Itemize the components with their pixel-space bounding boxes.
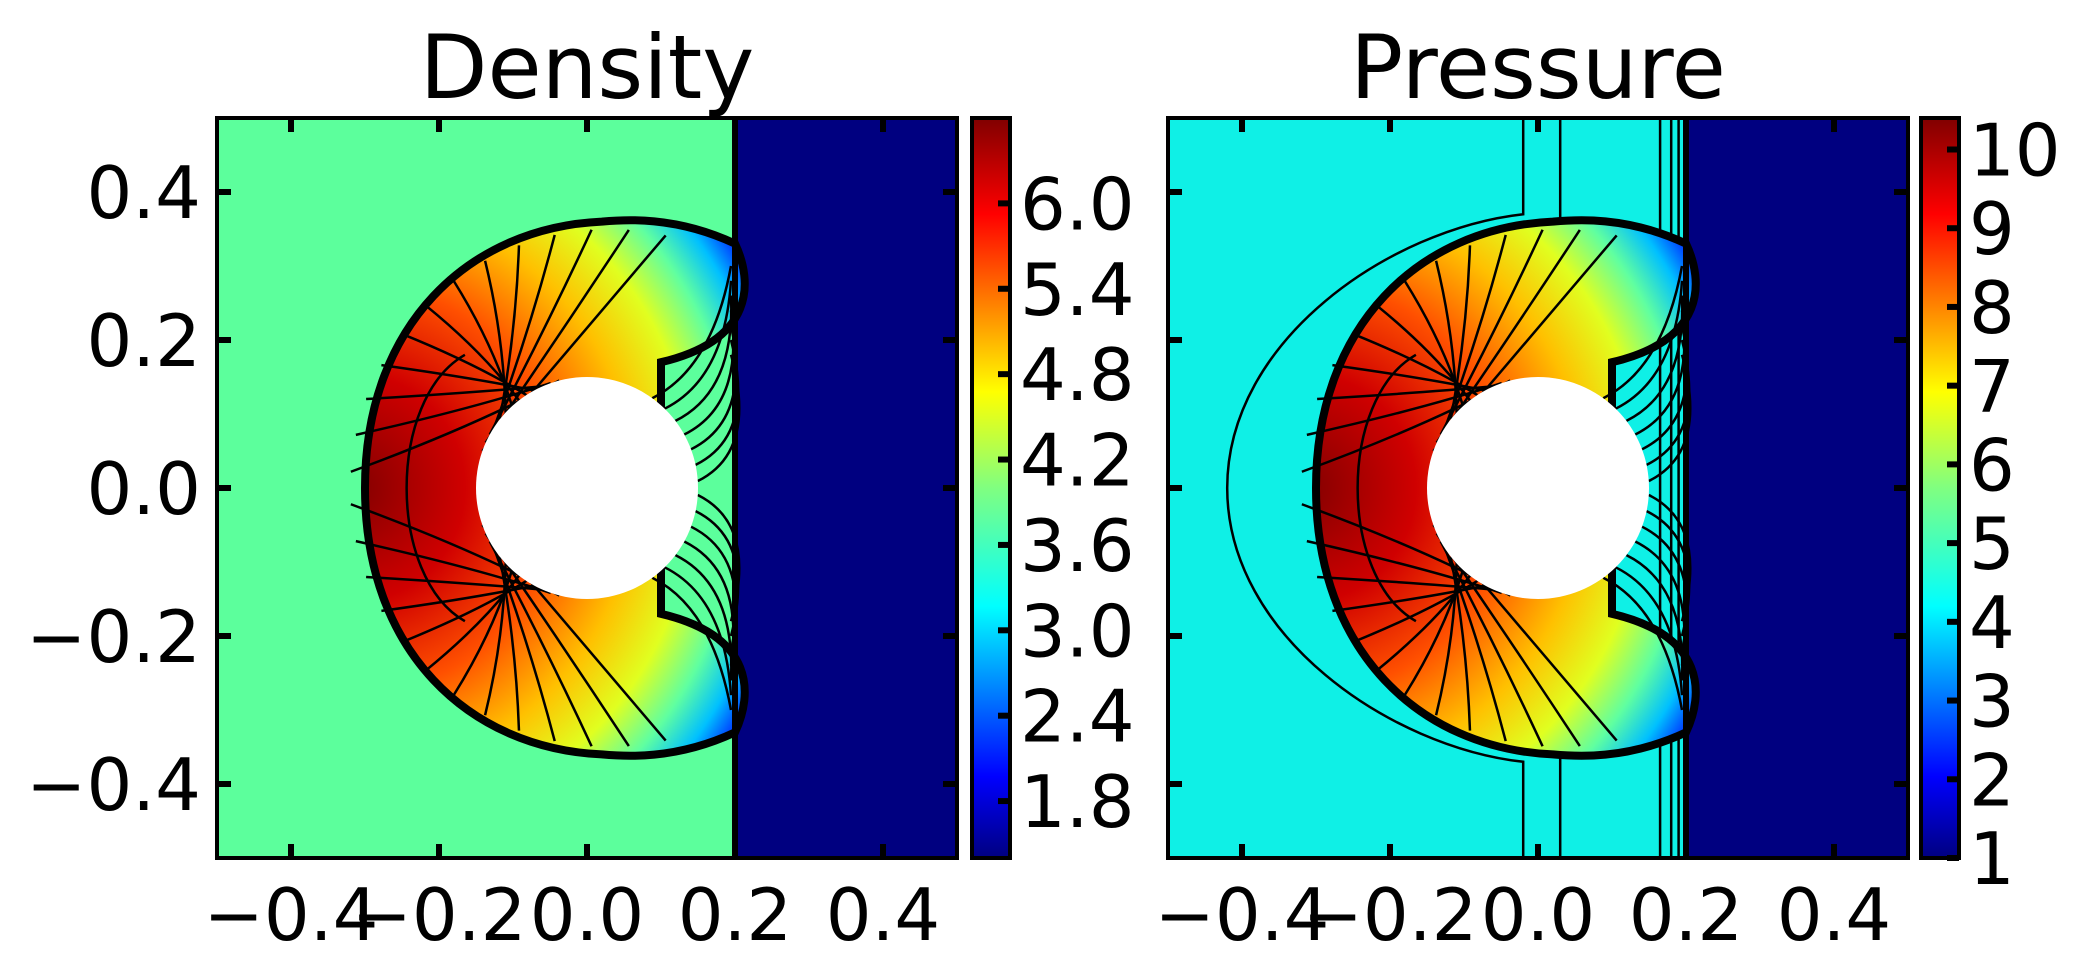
colorbar-tick-label: 3 [1969,660,2015,744]
chart-title: Density [420,16,755,119]
iso-contour [664,566,733,696]
density-panel: Density−0.4−0.2 0.0 0.2 0.40.40.20.0−0.2−0.… [26,16,1134,957]
iso-contour [381,584,535,613]
bow-shock-line [360,216,749,760]
colorbar [1921,118,1959,858]
stagnation-contour [1356,353,1417,623]
colorbar-tick-label: 9 [1969,187,2015,271]
plot-area [1168,118,1908,858]
x-tick-label: 0.2 [678,873,793,957]
pre-shock-region [735,118,957,858]
iso-contour [1375,304,1471,402]
colorbar-tick-label: 7 [1969,345,2015,429]
colorbar-tick-label: 4.8 [1020,333,1135,417]
outer-contour [1225,118,1525,858]
iso-contour [493,548,556,742]
colorbar-tick-label: 6 [1969,423,2015,507]
y-tick-label: 0.4 [86,151,201,235]
pre-shock-region [1686,118,1908,858]
colorbar [972,118,1010,858]
cylinder [476,377,698,599]
y-tick-label: −0.2 [26,595,201,679]
iso-contour [381,363,535,392]
iso-contour [1332,584,1486,613]
iso-contour [1615,566,1684,696]
colorbar-tick-label: 3.0 [1020,589,1135,673]
cylinder [1427,377,1649,599]
iso-contour [488,229,593,436]
colorbar-tick-label: 10 [1969,108,2061,192]
stagnation-contour [405,353,466,623]
x-tick-label: 0.4 [826,873,941,957]
y-tick-label: −0.4 [26,743,201,827]
plot-area [217,118,957,858]
iso-contour [1444,548,1507,742]
iso-contour [1615,280,1684,410]
colorbar-tick-label: 8 [1969,266,2015,350]
colorbar-tick-label: 5 [1969,502,2015,586]
colorbar-tick-label: 2.4 [1020,675,1135,759]
x-tick-label: −0.4 [204,873,379,957]
iso-contour [424,304,520,402]
x-tick-label: 0.0 [530,873,645,957]
colorbar-tick-label: 4 [1969,581,2015,665]
x-tick-label: 0.0 [1481,873,1596,957]
colorbar-frame [970,116,1012,860]
iso-contour [488,540,593,747]
colorbar-tick-label: 6.0 [1020,162,1135,246]
bow-shock-line [1311,216,1700,760]
x-tick-label: −0.4 [1155,873,1330,957]
colorbar-tick-label: 5.4 [1020,248,1135,332]
iso-contour [664,280,733,410]
iso-contour [424,574,520,672]
iso-contour [1439,229,1544,436]
x-tick-label: −0.2 [352,873,527,957]
y-tick-label: 0.2 [86,299,201,383]
colorbar-tick-label: 2 [1969,738,2015,822]
colorbar-tick-label: 4.2 [1020,419,1135,503]
x-tick-label: 0.2 [1629,873,1744,957]
x-tick-label: 0.4 [1777,873,1892,957]
iso-contour [1332,363,1486,392]
colorbar-frame [1919,116,1961,860]
iso-contour [493,234,556,428]
chart-title: Pressure [1350,16,1726,119]
colorbar-tick-label: 1.8 [1020,760,1135,844]
colorbar-tick-label: 3.6 [1020,504,1135,588]
x-tick-label: −0.2 [1303,873,1478,957]
iso-contour [1444,234,1507,428]
iso-contour [1439,540,1544,747]
y-tick-label: 0.0 [86,447,201,531]
colorbar-tick-label: 1 [1969,817,2015,901]
iso-contour [1375,574,1471,672]
